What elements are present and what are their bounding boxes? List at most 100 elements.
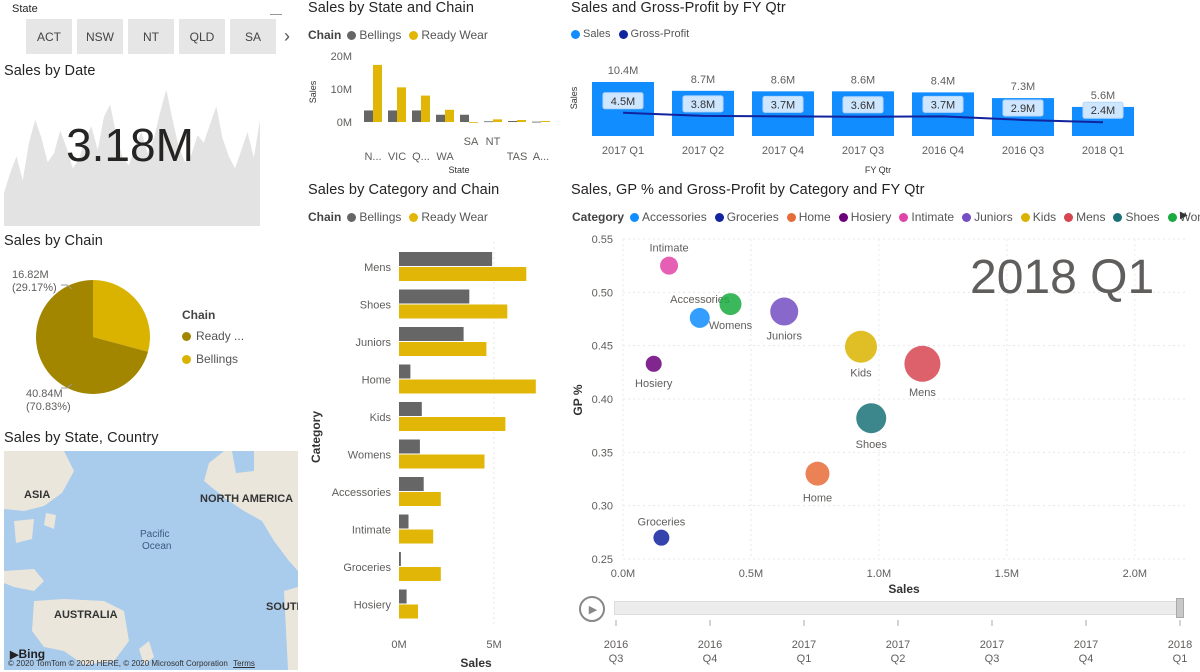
bar-ready-wear[interactable] <box>399 379 536 394</box>
legend-item-bellings[interactable]: Bellings <box>182 352 238 366</box>
legend-item-accessories[interactable]: Accessories <box>630 210 707 224</box>
bar-ready-wear[interactable] <box>399 604 418 619</box>
bar-ready-wear[interactable] <box>397 87 406 122</box>
bar-bellings[interactable] <box>436 114 445 122</box>
bar-bellings[interactable] <box>412 110 421 122</box>
legend-item-sales[interactable]: Sales <box>571 28 611 40</box>
state-button-nt[interactable]: NT <box>127 18 175 55</box>
bubble-label: Hosiery <box>635 378 673 390</box>
legend-item-bellings[interactable]: Bellings <box>347 210 401 224</box>
bar-ready-wear[interactable] <box>399 304 508 319</box>
x-tick-label: WA <box>436 151 454 163</box>
bubble-accessories[interactable] <box>689 307 710 328</box>
groceries-dot-icon <box>714 212 724 222</box>
bar-ready-wear[interactable] <box>517 120 526 122</box>
gross-profit-data-label-bg <box>842 96 884 114</box>
state-button-qld[interactable]: QLD <box>178 18 226 55</box>
play-axis-handle[interactable] <box>1176 598 1184 618</box>
timeline-quarter: Q2 <box>891 653 906 665</box>
timeline-quarter: Q1 <box>797 653 812 665</box>
legend-item-ready-wear[interactable]: Ready Wear <box>409 210 488 224</box>
bar-ready-wear[interactable] <box>399 267 527 281</box>
state-button-act[interactable]: ACT <box>25 18 73 55</box>
legend-item-ready-wear[interactable]: Ready Wear <box>409 28 488 42</box>
bar-ready-wear[interactable] <box>399 454 485 469</box>
legend-item-bellings[interactable]: Bellings <box>347 28 401 42</box>
legend-item-mens[interactable]: Mens <box>1064 210 1105 224</box>
scatter-title: Sales, GP % and Gross-Profit by Category… <box>571 182 925 198</box>
map-label-south: SOUTH <box>266 601 298 613</box>
sales-data-label: 8.6M <box>771 74 795 86</box>
bar-bellings[interactable] <box>399 552 401 566</box>
bubble-groceries[interactable] <box>653 529 670 546</box>
play-button[interactable]: ▶ <box>579 596 605 622</box>
bar-ready-wear[interactable] <box>399 529 434 544</box>
bar-bellings[interactable] <box>399 327 464 341</box>
bubble-home[interactable] <box>805 461 830 486</box>
legend-item-ready[interactable]: Ready ... <box>182 329 244 343</box>
bar-bellings[interactable] <box>399 514 409 529</box>
bubble-shoes[interactable] <box>856 403 887 434</box>
play-axis-track[interactable] <box>614 601 1180 615</box>
bubble-kids[interactable] <box>844 330 877 363</box>
bar-bellings[interactable] <box>508 121 517 122</box>
bar-ready-wear[interactable] <box>399 492 441 506</box>
legend-item-kids[interactable]: Kids <box>1020 210 1056 224</box>
bar-bellings[interactable] <box>460 114 469 122</box>
bar-ready-wear[interactable] <box>421 95 430 122</box>
bar-ready-wear[interactable] <box>493 119 502 122</box>
bubble-mens[interactable] <box>904 345 941 382</box>
bubble-womens[interactable] <box>719 293 742 316</box>
bar-bellings[interactable] <box>399 439 420 454</box>
x-tick-label: 2017 Q2 <box>682 145 724 157</box>
y-tick-label: 0.50 <box>592 287 613 299</box>
legend-item-shoes[interactable]: Shoes <box>1113 210 1160 224</box>
bar-bellings[interactable] <box>388 110 397 122</box>
map-view[interactable]: ASIA NORTH AMERICA Pacific Ocean AUSTRAL… <box>4 451 298 670</box>
legend-item-hosiery[interactable]: Hosiery <box>838 210 891 224</box>
bar-bellings[interactable] <box>399 477 424 491</box>
bubble-juniors[interactable] <box>770 297 799 326</box>
pie-slice-bellings[interactable] <box>93 280 150 352</box>
bar-ready-wear[interactable] <box>373 64 382 122</box>
bar-ready-wear[interactable] <box>399 567 441 581</box>
bar-ready-wear[interactable] <box>399 417 506 431</box>
bar-bellings[interactable] <box>399 252 493 266</box>
timeline-year: 2017 <box>980 639 1004 651</box>
bar-bellings[interactable] <box>364 110 373 122</box>
bar-ready-wear[interactable] <box>399 342 487 356</box>
bar-ready-wear[interactable] <box>541 121 550 122</box>
x-tick-label: VIC <box>388 151 406 163</box>
pie-slice-ready[interactable] <box>36 280 149 394</box>
legend-item-gross-profit[interactable]: Gross-Profit <box>618 28 690 40</box>
map-copyright: © 2020 TomTom © 2020 HERE, © 2020 Micros… <box>8 659 255 668</box>
legend-label: Groceries <box>726 210 779 224</box>
map-terms-link[interactable]: Terms <box>233 659 255 668</box>
legend-item-groceries[interactable]: Groceries <box>714 210 779 224</box>
gross-profit-line[interactable] <box>622 111 1104 124</box>
legend-item-intimate[interactable]: Intimate <box>899 210 954 224</box>
legend-item-juniors[interactable]: Juniors <box>962 210 1013 224</box>
shoes-dot-icon <box>1113 212 1123 222</box>
bubble-intimate[interactable] <box>660 256 679 275</box>
state-button-nsw[interactable]: NSW <box>76 18 124 55</box>
bar-bellings[interactable] <box>399 402 422 416</box>
y-tick-label: 0.25 <box>592 554 613 566</box>
legend-item-womens[interactable]: Womens <box>1167 210 1200 224</box>
bar-ready-wear[interactable] <box>445 109 454 122</box>
bar-bellings[interactable] <box>532 121 541 123</box>
legend-label: Gross-Profit <box>630 28 690 40</box>
y-axis-label: Category <box>309 411 323 463</box>
bubble-hosiery[interactable] <box>645 355 662 372</box>
bar-bellings[interactable] <box>399 364 411 379</box>
bar-ready-wear[interactable] <box>469 122 478 123</box>
bar-bellings[interactable] <box>399 289 470 304</box>
chevron-right-icon[interactable]: › <box>284 26 290 46</box>
bar-bellings[interactable] <box>399 589 407 604</box>
legend-next-icon[interactable]: ▶ <box>1180 210 1188 221</box>
legend-item-home[interactable]: Home <box>786 210 831 224</box>
sales-by-chain-pie <box>36 280 150 394</box>
bar-bellings[interactable] <box>484 121 493 123</box>
state-button-sa[interactable]: SA <box>229 18 277 55</box>
category-chain-chart: Mens Shoes Juniors Home Kids Womens Accessorie… <box>309 242 536 670</box>
